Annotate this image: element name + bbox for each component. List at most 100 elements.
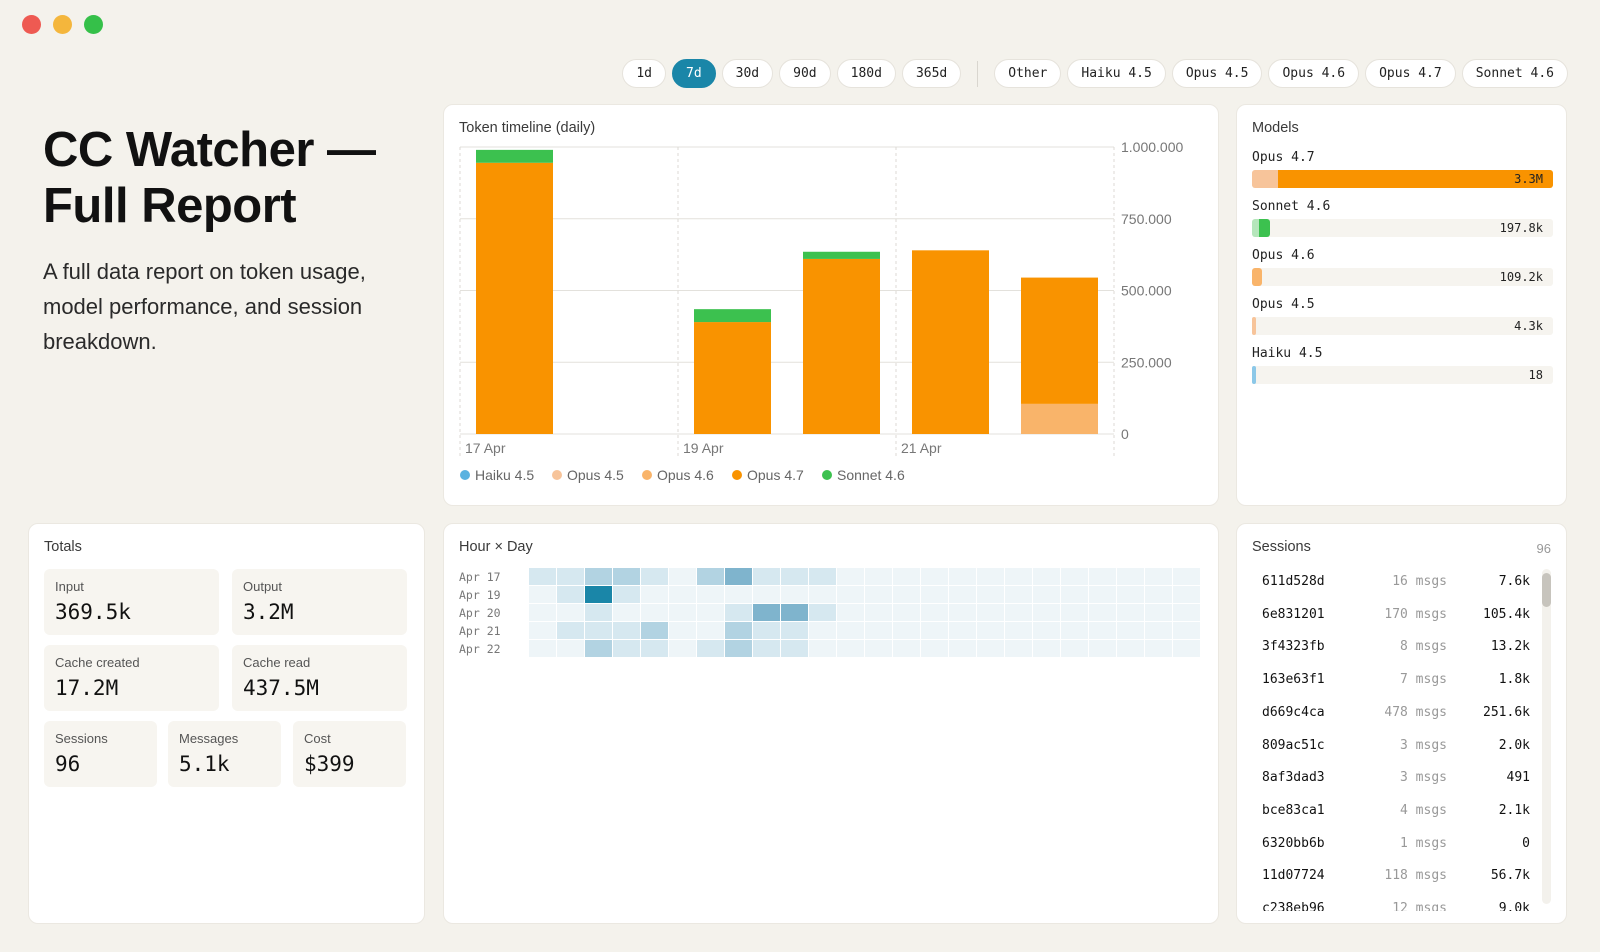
bar-segment[interactable]	[694, 309, 771, 323]
session-row[interactable]: d669c4ca 478 msgs 251.6k	[1237, 697, 1547, 729]
model-pill-opus-4-5[interactable]: Opus 4.5	[1171, 59, 1263, 88]
heatmap-cell[interactable]	[837, 640, 864, 657]
heatmap-cell[interactable]	[725, 586, 752, 603]
heatmap-cell[interactable]	[557, 586, 584, 603]
heatmap-cell[interactable]	[921, 568, 948, 585]
heatmap-cell[interactable]	[1145, 640, 1172, 657]
heatmap-cell[interactable]	[781, 604, 808, 621]
heatmap-cell[interactable]	[557, 640, 584, 657]
range-pill-7d[interactable]: 7d	[672, 59, 716, 88]
heatmap-cell[interactable]	[1089, 604, 1116, 621]
heatmap-cell[interactable]	[893, 604, 920, 621]
close-window-button[interactable]	[22, 15, 41, 34]
bar-segment[interactable]	[476, 162, 553, 434]
heatmap-cell[interactable]	[529, 586, 556, 603]
session-row[interactable]: 6320bb6b 1 msgs 0	[1237, 828, 1547, 860]
heatmap-cell[interactable]	[1061, 604, 1088, 621]
heatmap-cell[interactable]	[753, 622, 780, 639]
heatmap-cell[interactable]	[1173, 568, 1200, 585]
heatmap-cell[interactable]	[949, 568, 976, 585]
heatmap-cell[interactable]	[585, 640, 612, 657]
heatmap-cell[interactable]	[557, 604, 584, 621]
heatmap-cell[interactable]	[529, 640, 556, 657]
heatmap-cell[interactable]	[977, 640, 1004, 657]
heatmap-cell[interactable]	[1173, 586, 1200, 603]
range-pill-30d[interactable]: 30d	[721, 59, 774, 88]
session-row[interactable]: 809ac51c 3 msgs 2.0k	[1237, 730, 1547, 762]
session-row[interactable]: 6e831201 170 msgs 105.4k	[1237, 599, 1547, 631]
heatmap-cell[interactable]	[893, 622, 920, 639]
heatmap-cell[interactable]	[529, 622, 556, 639]
bar-segment[interactable]	[803, 258, 880, 434]
heatmap-cell[interactable]	[1089, 586, 1116, 603]
heatmap-cell[interactable]	[1145, 568, 1172, 585]
heatmap-cell[interactable]	[809, 604, 836, 621]
heatmap-cell[interactable]	[1089, 640, 1116, 657]
session-row[interactable]: 8af3dad3 3 msgs 491	[1237, 762, 1547, 794]
heatmap-cell[interactable]	[977, 568, 1004, 585]
session-row[interactable]: 163e63f1 7 msgs 1.8k	[1237, 664, 1547, 696]
heatmap-cell[interactable]	[921, 640, 948, 657]
heatmap-cell[interactable]	[977, 622, 1004, 639]
heatmap-cell[interactable]	[921, 604, 948, 621]
heatmap-cell[interactable]	[949, 586, 976, 603]
sessions-list[interactable]: 611d528d 16 msgs 7.6k 6e831201 170 msgs 105.4…	[1237, 566, 1547, 911]
heatmap-cell[interactable]	[1033, 640, 1060, 657]
heatmap-cell[interactable]	[781, 586, 808, 603]
model-pill-sonnet-4-6[interactable]: Sonnet 4.6	[1461, 59, 1568, 88]
heatmap-cell[interactable]	[1033, 586, 1060, 603]
heatmap-cell[interactable]	[809, 586, 836, 603]
heatmap-cell[interactable]	[1145, 622, 1172, 639]
heatmap-cell[interactable]	[753, 586, 780, 603]
sessions-scroll-thumb[interactable]	[1542, 573, 1551, 607]
heatmap-cell[interactable]	[921, 586, 948, 603]
heatmap-cell[interactable]	[1173, 622, 1200, 639]
range-pill-365d[interactable]: 365d	[901, 59, 962, 88]
bar-segment[interactable]	[912, 250, 989, 434]
heatmap-cell[interactable]	[893, 568, 920, 585]
heatmap-cell[interactable]	[641, 622, 668, 639]
heatmap-cell[interactable]	[669, 568, 696, 585]
heatmap-cell[interactable]	[529, 568, 556, 585]
session-row[interactable]: 611d528d 16 msgs 7.6k	[1237, 566, 1547, 598]
heatmap-cell[interactable]	[1173, 604, 1200, 621]
session-row[interactable]: c238eb96 12 msgs 9.0k	[1237, 893, 1547, 911]
heatmap-cell[interactable]	[1117, 568, 1144, 585]
heatmap-cell[interactable]	[865, 604, 892, 621]
heatmap-cell[interactable]	[949, 604, 976, 621]
heatmap-cell[interactable]	[557, 622, 584, 639]
heatmap-cell[interactable]	[837, 604, 864, 621]
heatmap-cell[interactable]	[725, 568, 752, 585]
heatmap-cell[interactable]	[585, 586, 612, 603]
heatmap-cell[interactable]	[837, 568, 864, 585]
heatmap-cell[interactable]	[1033, 604, 1060, 621]
session-row[interactable]: 3f4323fb 8 msgs 13.2k	[1237, 631, 1547, 663]
heatmap-cell[interactable]	[1117, 604, 1144, 621]
heatmap-cell[interactable]	[641, 586, 668, 603]
range-pill-90d[interactable]: 90d	[779, 59, 831, 88]
bar-segment[interactable]	[803, 251, 880, 259]
heatmap-cell[interactable]	[641, 568, 668, 585]
heatmap-cell[interactable]	[613, 568, 640, 585]
heatmap-cell[interactable]	[585, 568, 612, 585]
heatmap-cell[interactable]	[809, 568, 836, 585]
bar-segment[interactable]	[1021, 277, 1098, 404]
heatmap-cell[interactable]	[1089, 568, 1116, 585]
session-row[interactable]: 11d07724 118 msgs 56.7k	[1237, 860, 1547, 892]
heatmap-cell[interactable]	[809, 622, 836, 639]
range-pill-1d[interactable]: 1d	[622, 59, 666, 88]
bar-segment[interactable]	[476, 149, 553, 163]
heatmap-cell[interactable]	[1061, 586, 1088, 603]
range-pill-180d[interactable]: 180d	[836, 59, 896, 88]
heatmap-cell[interactable]	[1033, 622, 1060, 639]
heatmap-cell[interactable]	[753, 604, 780, 621]
heatmap-cell[interactable]	[669, 586, 696, 603]
heatmap-cell[interactable]	[613, 604, 640, 621]
heatmap-cell[interactable]	[753, 640, 780, 657]
heatmap-cell[interactable]	[585, 604, 612, 621]
model-pill-haiku-4-5[interactable]: Haiku 4.5	[1067, 59, 1166, 88]
heatmap-cell[interactable]	[725, 622, 752, 639]
heatmap-cell[interactable]	[1117, 586, 1144, 603]
heatmap-cell[interactable]	[977, 586, 1004, 603]
heatmap-cell[interactable]	[725, 640, 752, 657]
